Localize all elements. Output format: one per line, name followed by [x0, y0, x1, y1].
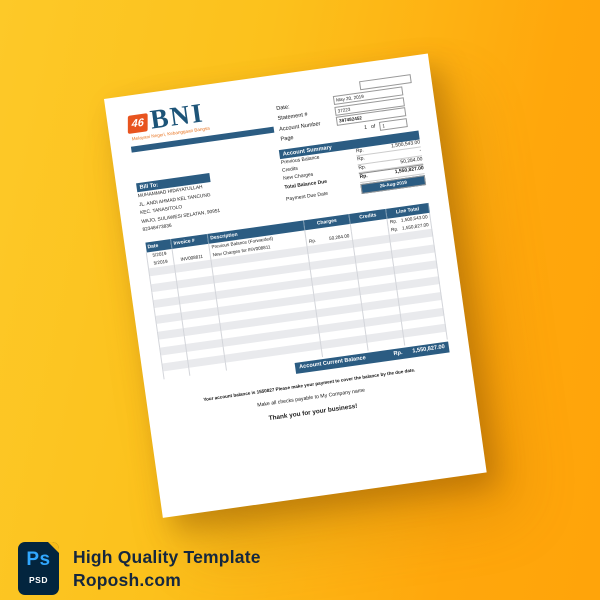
- folded-corner-icon: [48, 542, 59, 553]
- current-balance-currency: Rp.: [393, 350, 404, 358]
- bni-emblem-icon: 46: [127, 113, 148, 135]
- current-balance-amount: 1,550,827.00: [412, 344, 446, 355]
- caption-line-2: Roposh.com: [73, 569, 181, 590]
- psd-format-label: PSD: [29, 575, 48, 585]
- photoshop-file-icon: Ps PSD: [18, 542, 59, 595]
- caption-line-1: High Quality Template: [73, 546, 261, 567]
- template-badge: Ps PSD High Quality Template Roposh.com: [18, 542, 261, 595]
- template-caption: High Quality Template Roposh.com: [73, 546, 261, 592]
- invoice-paper: 46 BNI Melayani Negeri, Kebanggaan Bangs…: [104, 53, 487, 518]
- account-summary-section: Account Summary Previous Balance Rp. 1,50…: [279, 130, 427, 215]
- bill-to-section: Bill To: MUHAMMAD HIDAYATULLAH JL. ANDI …: [136, 165, 277, 235]
- page-number: 1: [363, 124, 368, 132]
- page-total: 1: [378, 117, 408, 131]
- page-of-label: of: [370, 123, 376, 131]
- ps-logo-text: Ps: [26, 549, 51, 570]
